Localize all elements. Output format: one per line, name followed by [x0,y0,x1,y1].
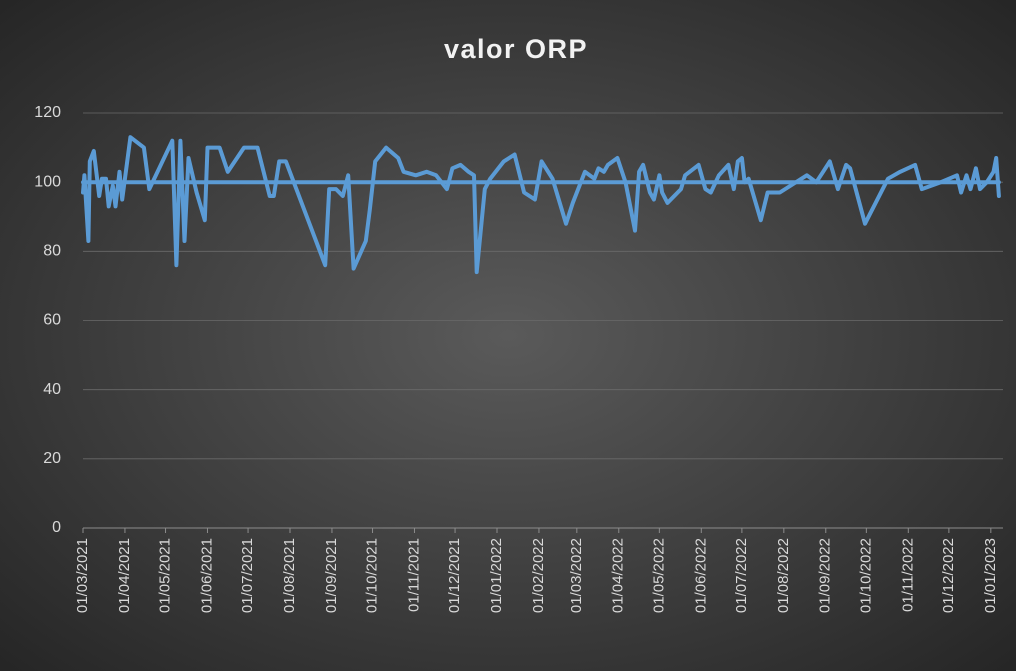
y-tick-label: 20 [43,450,61,467]
x-tick-label: 01/10/2021 [363,538,380,613]
chart-title: valor ORP [444,34,588,64]
x-tick-label: 01/09/2022 [817,538,834,613]
x-tick-label: 01/01/2023 [982,538,999,613]
x-tick-label: 01/01/2022 [488,538,505,613]
x-tick-label: 01/04/2022 [610,538,627,613]
x-tick-label: 01/06/2021 [198,538,215,613]
x-tick-label: 01/04/2021 [116,538,133,613]
y-tick-label: 0 [52,519,61,536]
y-tick-label: 40 [43,381,61,398]
y-tick-label: 120 [34,104,61,121]
data-line [81,135,1001,275]
x-tick-label: 01/05/2022 [650,538,667,613]
x-tick-label: 01/05/2021 [156,538,173,613]
x-tick-label: 01/07/2022 [733,538,750,613]
x-tick-label: 01/07/2021 [239,538,256,613]
y-tick-label: 100 [34,173,61,190]
x-tick-label: 01/12/2021 [446,538,463,613]
x-tick-label: 01/03/2021 [74,538,91,613]
x-tick-label: 01/09/2021 [323,538,340,613]
x-tick-label: 01/03/2022 [568,538,585,613]
y-tick-label: 60 [43,312,61,329]
y-tick-label: 80 [43,243,61,260]
x-tick-label: 01/10/2022 [857,538,874,613]
x-tick-label: 01/02/2022 [530,538,547,613]
x-tick-label: 01/08/2021 [281,538,298,613]
x-tick-label: 01/08/2022 [775,538,792,613]
x-tick-label: 01/06/2022 [692,538,709,613]
x-tick-label: 01/12/2022 [940,538,957,613]
x-tick-label: 01/11/2021 [405,538,422,612]
x-tick-label: 01/11/2022 [899,538,916,612]
